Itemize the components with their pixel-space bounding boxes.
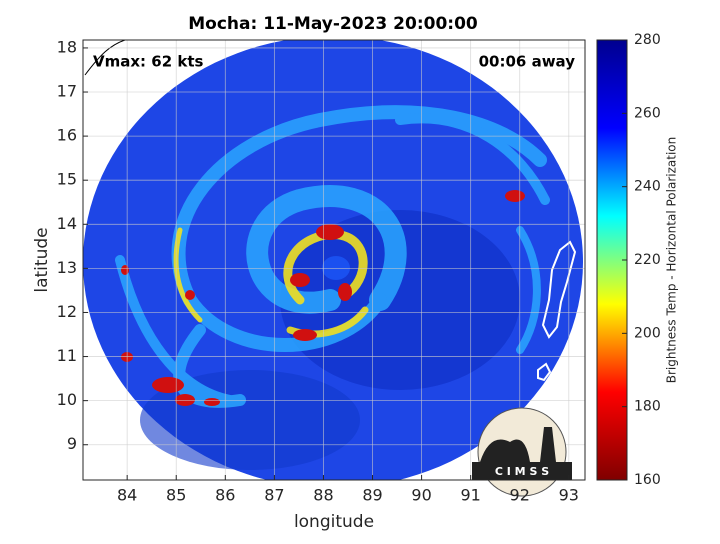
- x-tick-label: 92: [510, 486, 530, 505]
- colorbar-tick-label: 180: [634, 399, 661, 415]
- y-tick-label: 17: [57, 82, 77, 101]
- x-tick-label: 90: [411, 486, 431, 505]
- y-tick-label: 10: [57, 390, 77, 409]
- chart-title: Mocha: 11-May-2023 20:00:00: [188, 14, 478, 34]
- x-tick-label: 86: [215, 486, 235, 505]
- colorbar-tick-label: 220: [634, 252, 661, 268]
- y-tick-label: 18: [57, 37, 77, 56]
- y-tick-label: 13: [57, 258, 77, 277]
- logo: C I M S S: [472, 407, 572, 497]
- y-axis-label: latitude: [32, 227, 52, 292]
- x-tick-label: 84: [117, 486, 137, 505]
- x-tick-label: 93: [559, 486, 579, 505]
- x-axis-label: longitude: [294, 512, 374, 532]
- colorbar-tick-label: 280: [634, 32, 661, 48]
- x-tick-label: 87: [264, 486, 284, 505]
- x-tick-label: 88: [313, 486, 333, 505]
- colorbar-tick-label: 200: [634, 325, 661, 341]
- y-tick-label: 16: [57, 126, 77, 145]
- y-tick-label: 9: [67, 434, 77, 453]
- x-tick-label: 85: [166, 486, 186, 505]
- x-tick-label: 89: [362, 486, 382, 505]
- y-tick-label: 12: [57, 302, 77, 321]
- y-tick-label: 11: [57, 346, 77, 365]
- colorbar-tick-label: 160: [634, 472, 661, 488]
- y-tick-label: 15: [57, 170, 77, 189]
- logo-text: C I M S S: [495, 465, 549, 478]
- grid: [83, 40, 585, 480]
- annotation: Vmax: 62 kts: [93, 53, 203, 71]
- colorbar-label: Brightness Temp - Horizontal Polarizatio…: [665, 137, 679, 384]
- y-tick-label: 14: [57, 214, 77, 233]
- axes-box: [82, 39, 586, 481]
- colorbar-tick-label: 240: [634, 179, 661, 195]
- x-tick-label: 91: [460, 486, 480, 505]
- annotation: 00:06 away: [479, 53, 576, 71]
- colorbar-tick-label: 260: [634, 105, 661, 121]
